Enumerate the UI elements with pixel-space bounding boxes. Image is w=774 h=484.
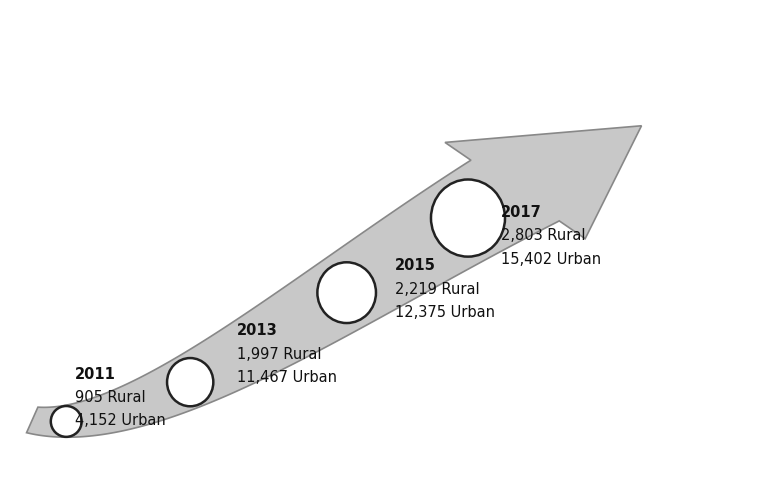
Text: 2013: 2013	[237, 323, 277, 338]
Text: 1,997 Rural: 1,997 Rural	[237, 346, 321, 361]
Text: 11,467 Urban: 11,467 Urban	[237, 369, 337, 384]
Ellipse shape	[317, 263, 376, 323]
Text: 2,219 Rural: 2,219 Rural	[395, 281, 479, 296]
Text: 12,375 Urban: 12,375 Urban	[395, 304, 495, 319]
Text: 905 Rural: 905 Rural	[74, 389, 146, 404]
Text: 15,402 Urban: 15,402 Urban	[501, 251, 601, 266]
Text: 2,803 Rural: 2,803 Rural	[501, 228, 586, 243]
Ellipse shape	[431, 180, 505, 257]
Text: 4,152 Urban: 4,152 Urban	[74, 412, 166, 427]
Ellipse shape	[51, 406, 81, 437]
Text: 2011: 2011	[74, 366, 115, 381]
Text: 2015: 2015	[395, 258, 436, 273]
Ellipse shape	[167, 358, 214, 407]
Polygon shape	[26, 126, 642, 438]
Text: 2017: 2017	[501, 205, 542, 220]
